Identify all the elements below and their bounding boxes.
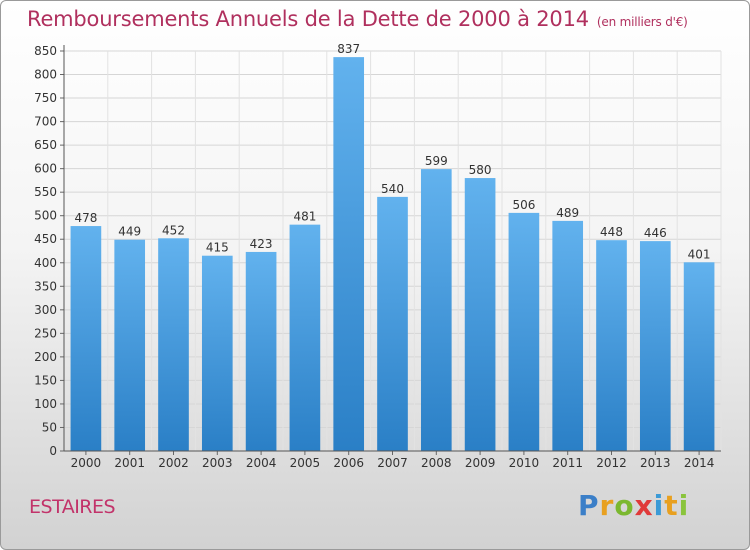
x-tick-label-2006: 2006: [333, 456, 364, 470]
x-tick-label-2014: 2014: [684, 456, 715, 470]
y-tick-label: 850: [34, 44, 57, 58]
logo-letter: i: [653, 489, 665, 522]
x-tick-label-2003: 2003: [202, 456, 233, 470]
y-tick-label: 250: [34, 326, 57, 340]
y-tick-label: 300: [34, 303, 57, 317]
y-tick-label: 700: [34, 115, 57, 129]
y-tick-label: 200: [34, 350, 57, 364]
y-tick-label: 650: [34, 138, 57, 152]
y-tick-label: 600: [34, 162, 57, 176]
x-tick-label-2008: 2008: [421, 456, 452, 470]
data-label-2005: 481: [293, 210, 316, 224]
logo-letter: o: [614, 489, 635, 522]
data-label-2011: 489: [556, 206, 579, 220]
x-tick-label-2005: 2005: [290, 456, 321, 470]
data-label-2003: 415: [206, 241, 229, 255]
bar-2002: [158, 238, 189, 451]
data-label-2010: 506: [512, 198, 535, 212]
data-label-2007: 540: [381, 182, 404, 196]
proxiti-logo: Proxiti: [578, 489, 689, 522]
logo-letter: i: [678, 489, 690, 522]
data-label-2000: 478: [74, 211, 97, 225]
logo-letter: t: [664, 489, 679, 522]
y-tick-label: 100: [34, 397, 57, 411]
y-tick-label: 750: [34, 91, 57, 105]
bar-2001: [114, 239, 146, 451]
data-label-2014: 401: [688, 247, 711, 261]
logo-letter: r: [599, 489, 615, 522]
bar-2007: [377, 196, 408, 451]
data-label-2009: 580: [469, 163, 492, 177]
data-label-2008: 599: [425, 154, 448, 168]
commune-name: ESTAIRES: [29, 496, 116, 518]
data-label-2002: 452: [162, 223, 185, 237]
logo-letter: P: [578, 489, 600, 522]
logo-letter: x: [634, 489, 654, 522]
y-tick-label: 450: [34, 232, 57, 246]
x-tick-label-2002: 2002: [158, 456, 189, 470]
bar-2004: [245, 251, 277, 451]
chart-subtitle: (en milliers d'€): [596, 15, 688, 29]
data-label-2001: 449: [118, 225, 141, 239]
chart-title: Remboursements Annuels de la Dette de 20…: [27, 7, 688, 31]
x-tick-label-2009: 2009: [465, 456, 496, 470]
data-label-2012: 448: [600, 225, 623, 239]
bar-2000: [70, 226, 102, 451]
data-label-2013: 446: [644, 226, 667, 240]
y-tick-label: 0: [49, 444, 57, 458]
y-tick-label: 800: [34, 68, 57, 82]
x-tick-label-2004: 2004: [246, 456, 277, 470]
x-tick-label-2010: 2010: [509, 456, 540, 470]
bar-2013: [639, 241, 671, 451]
bar-2006: [333, 57, 365, 451]
bar-2008: [420, 169, 452, 451]
bar-2003: [201, 255, 233, 451]
chart-title-text: Remboursements Annuels de la Dette de 20…: [27, 7, 589, 31]
y-tick-label: 500: [34, 209, 57, 223]
x-tick-label-2007: 2007: [377, 456, 408, 470]
x-tick-label-2013: 2013: [640, 456, 671, 470]
y-tick-label: 350: [34, 279, 57, 293]
y-tick-label: 50: [42, 420, 57, 434]
y-tick-label: 150: [34, 373, 57, 387]
bar-2005: [289, 224, 321, 451]
x-tick-label-2000: 2000: [71, 456, 102, 470]
x-tick-label-2012: 2012: [596, 456, 627, 470]
bar-2014: [683, 262, 715, 451]
bar-2012: [596, 240, 627, 451]
y-tick-label: 400: [34, 256, 57, 270]
x-tick-label-2001: 2001: [114, 456, 145, 470]
bar-2010: [508, 212, 540, 451]
data-label-2004: 423: [250, 237, 273, 251]
bar-2011: [552, 220, 584, 451]
bar-2009: [464, 178, 496, 451]
x-tick-label-2011: 2011: [552, 456, 583, 470]
data-label-2006: 837: [337, 42, 360, 56]
y-tick-label: 550: [34, 185, 57, 199]
